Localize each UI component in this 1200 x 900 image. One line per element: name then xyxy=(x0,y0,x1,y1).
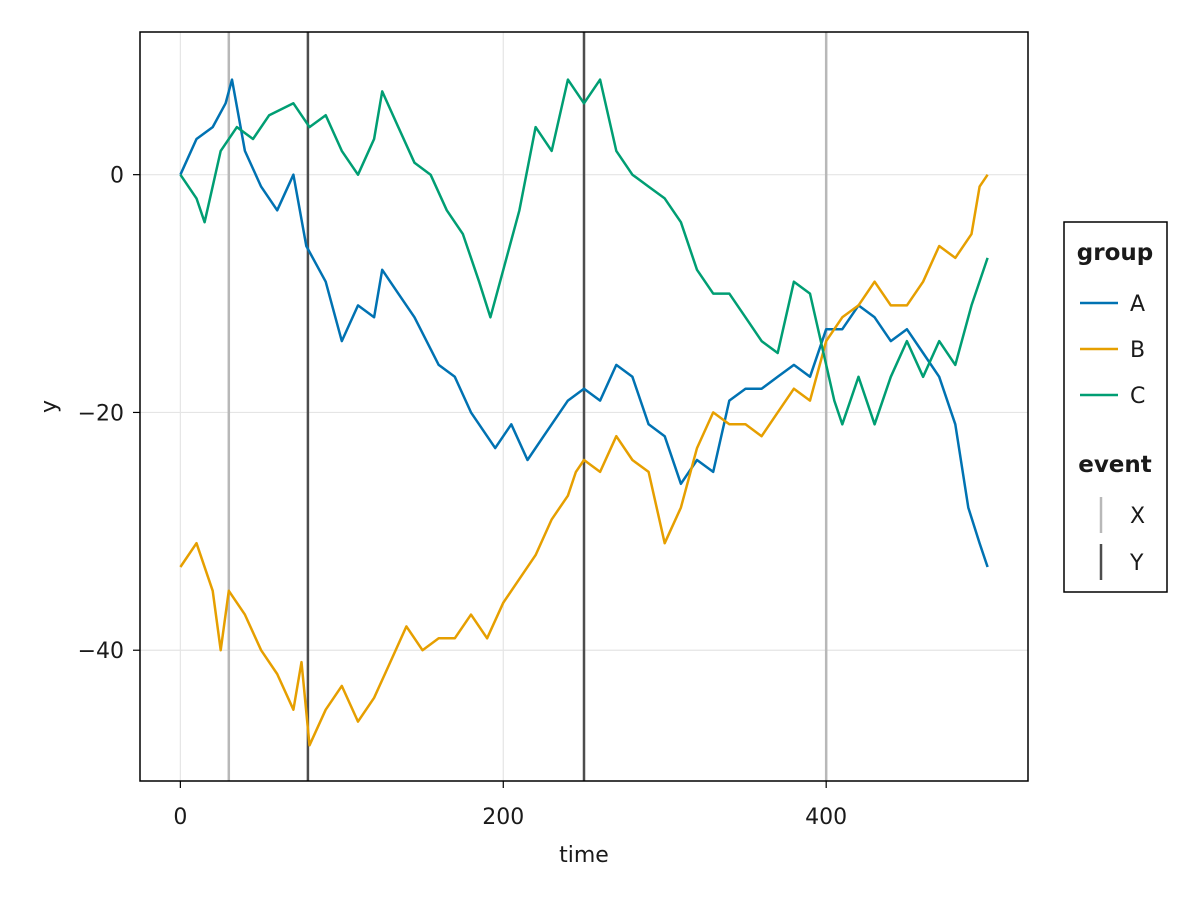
y-axis-label: y xyxy=(37,400,62,413)
legend-title-event: event xyxy=(1078,452,1152,478)
series-line-c xyxy=(179,78,989,426)
y-tick-label: 0 xyxy=(110,164,124,189)
y-tick-label: −20 xyxy=(78,401,124,426)
legend-label-y: Y xyxy=(1129,551,1144,576)
legend-box xyxy=(1063,221,1168,593)
legend-label-x: X xyxy=(1130,504,1145,529)
x-tick-label: 200 xyxy=(482,805,524,830)
legend-title-group: group xyxy=(1077,240,1153,266)
plot-frame xyxy=(139,31,1029,782)
legend-label-a: A xyxy=(1130,292,1145,317)
legend-label-c: C xyxy=(1130,384,1145,409)
series-lines xyxy=(179,78,989,747)
series-line-a xyxy=(179,78,989,568)
axis-ticks: 0 200 400 0 −20 −40 xyxy=(78,164,848,830)
legend-label-b: B xyxy=(1130,338,1145,363)
series-line-b xyxy=(179,174,989,747)
x-tick-label: 400 xyxy=(805,805,847,830)
event-lines xyxy=(227,32,828,781)
x-tick-label: 0 xyxy=(173,805,187,830)
y-tick-label: −40 xyxy=(78,639,124,664)
x-axis-label: time xyxy=(559,843,609,868)
